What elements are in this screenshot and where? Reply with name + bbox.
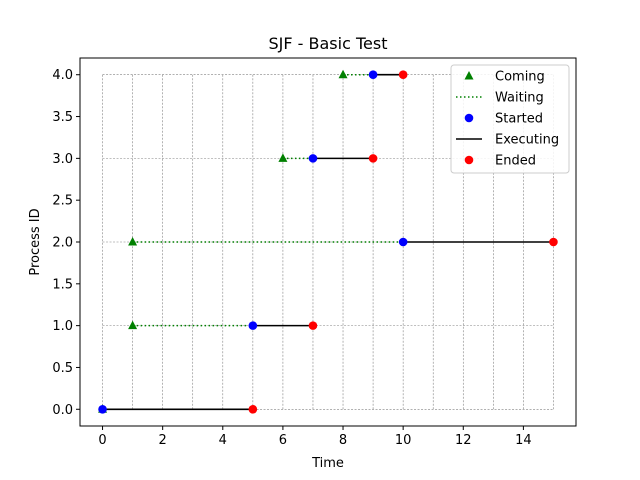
y-tick-label: 2.5 [52,194,73,209]
chart-title: SJF - Basic Test [269,34,388,53]
x-tick-label: 4 [219,433,227,448]
x-tick-label: 2 [159,433,167,448]
y-axis-title: Process ID [28,208,43,275]
legend-coming-icon [464,71,474,80]
x-tick-label: 8 [339,433,347,448]
x-tick-label: 6 [279,433,287,448]
coming-marker [338,69,348,79]
legend-label: Executing [495,133,559,148]
legend-box [450,64,570,174]
started-marker [248,321,258,330]
y-tick-label: 0.5 [52,361,73,376]
y-tick-label: 0.0 [52,403,73,418]
y-tick-label: 3.0 [52,152,73,167]
legend-circle-icon [464,113,474,123]
coming-marker [128,320,138,330]
x-axis-title: Time [311,456,344,471]
x-axis: 0 2 4 6 8 10 12 14 [98,426,532,448]
ended-marker [248,404,258,414]
started-marker [98,404,107,414]
legend-label: Started [495,112,543,127]
y-tick-label: 1.0 [52,319,73,334]
ended-marker [368,154,378,163]
x-tick-label: 12 [455,433,472,448]
ended-marker [308,321,318,330]
y-tick-label: 2.0 [52,236,73,251]
y-tick-label: 4.0 [52,68,73,83]
legend: Coming Waiting Started Executing Ended [450,64,570,174]
coming-marker [278,153,288,162]
y-axis: 0.0 0.5 1.0 1.5 2.0 2.5 3.0 3.5 4.0 [52,68,80,418]
x-tick-label: 0 [98,433,106,448]
ended-marker [549,237,558,247]
started-marker [398,237,408,247]
legend-label: Waiting [495,91,544,106]
started-marker [368,70,378,80]
x-tick-label: 14 [515,433,532,448]
legend-label: Ended [495,154,536,169]
legend-circle-icon [464,155,474,165]
coming-marker [128,237,138,246]
series-layer [98,69,558,414]
ended-marker [398,70,408,80]
y-tick-label: 3.5 [52,110,73,125]
started-marker [308,154,318,163]
y-tick-label: 1.5 [52,277,73,292]
legend-label: Coming [495,70,545,85]
x-tick-label: 10 [395,433,412,448]
